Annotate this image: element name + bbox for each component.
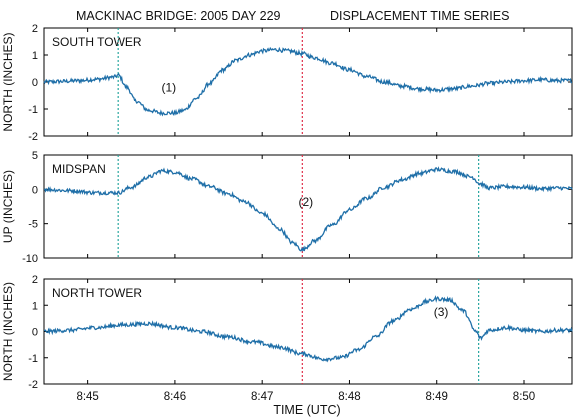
figure-title-left: MACKINAC BRIDGE: 2005 DAY 229: [76, 9, 281, 23]
plot-frame: [43, 154, 573, 259]
x-tick-label: 8:49: [426, 391, 448, 403]
x-tick-label: 8:45: [76, 391, 98, 403]
y-tick-label: 0: [32, 327, 38, 339]
displacement-trace: [43, 166, 573, 252]
y-tick-label: -5: [28, 219, 38, 231]
y-tick-label: 1: [32, 300, 38, 312]
panel-north-tower: -2 -1 0 1 2 NORTH (INCHES) NORTH TOWER (3): [1, 274, 573, 391]
y-tick-label: -2: [28, 131, 38, 143]
x-axis-label: TIME (UTC): [273, 403, 340, 417]
y-axis-label: NORTH (INCHES): [1, 282, 15, 381]
panel-midspan: -10 -5 0 5 UP (INCHES) MIDSPAN (2): [1, 150, 573, 265]
figure-title-right: DISPLACEMENT TIME SERIES: [330, 9, 509, 23]
displacement-trace: [43, 46, 573, 117]
event-annotation: (3): [434, 305, 449, 319]
displacement-trace: [43, 295, 573, 363]
panel-label: MIDSPAN: [52, 162, 106, 176]
y-tick-label: 1: [32, 50, 38, 62]
y-axis-label: NORTH (INCHES): [1, 32, 15, 131]
panel-label: SOUTH TOWER: [52, 35, 142, 49]
event-annotation: (2): [298, 195, 313, 209]
y-tick-label: 5: [32, 150, 38, 162]
y-tick-label: 0: [32, 184, 38, 196]
y-tick-label: -1: [28, 353, 38, 365]
y-tick-label: -1: [28, 104, 38, 116]
event-annotation: (1): [161, 80, 176, 94]
y-tick-label: 0: [32, 77, 38, 89]
y-axis-label: UP (INCHES): [1, 170, 15, 243]
panel-label: NORTH TOWER: [52, 286, 142, 300]
y-tick-label: 2: [32, 274, 38, 286]
x-tick-label: 8:50: [513, 391, 535, 403]
x-tick-label: 8:47: [251, 391, 273, 403]
x-tick-label: 8:48: [338, 391, 360, 403]
x-tick-labels: 8:45 8:46 8:47 8:48 8:49 8:50: [76, 391, 535, 403]
y-tick-label: -10: [22, 253, 38, 265]
x-tick-label: 8:46: [164, 391, 186, 403]
panel-south-tower: -2 -1 0 1 2 NORTH (INCHES) SOUTH TOWER (1): [1, 23, 573, 143]
y-tick-label: -2: [28, 379, 38, 391]
y-tick-label: 2: [32, 23, 38, 35]
